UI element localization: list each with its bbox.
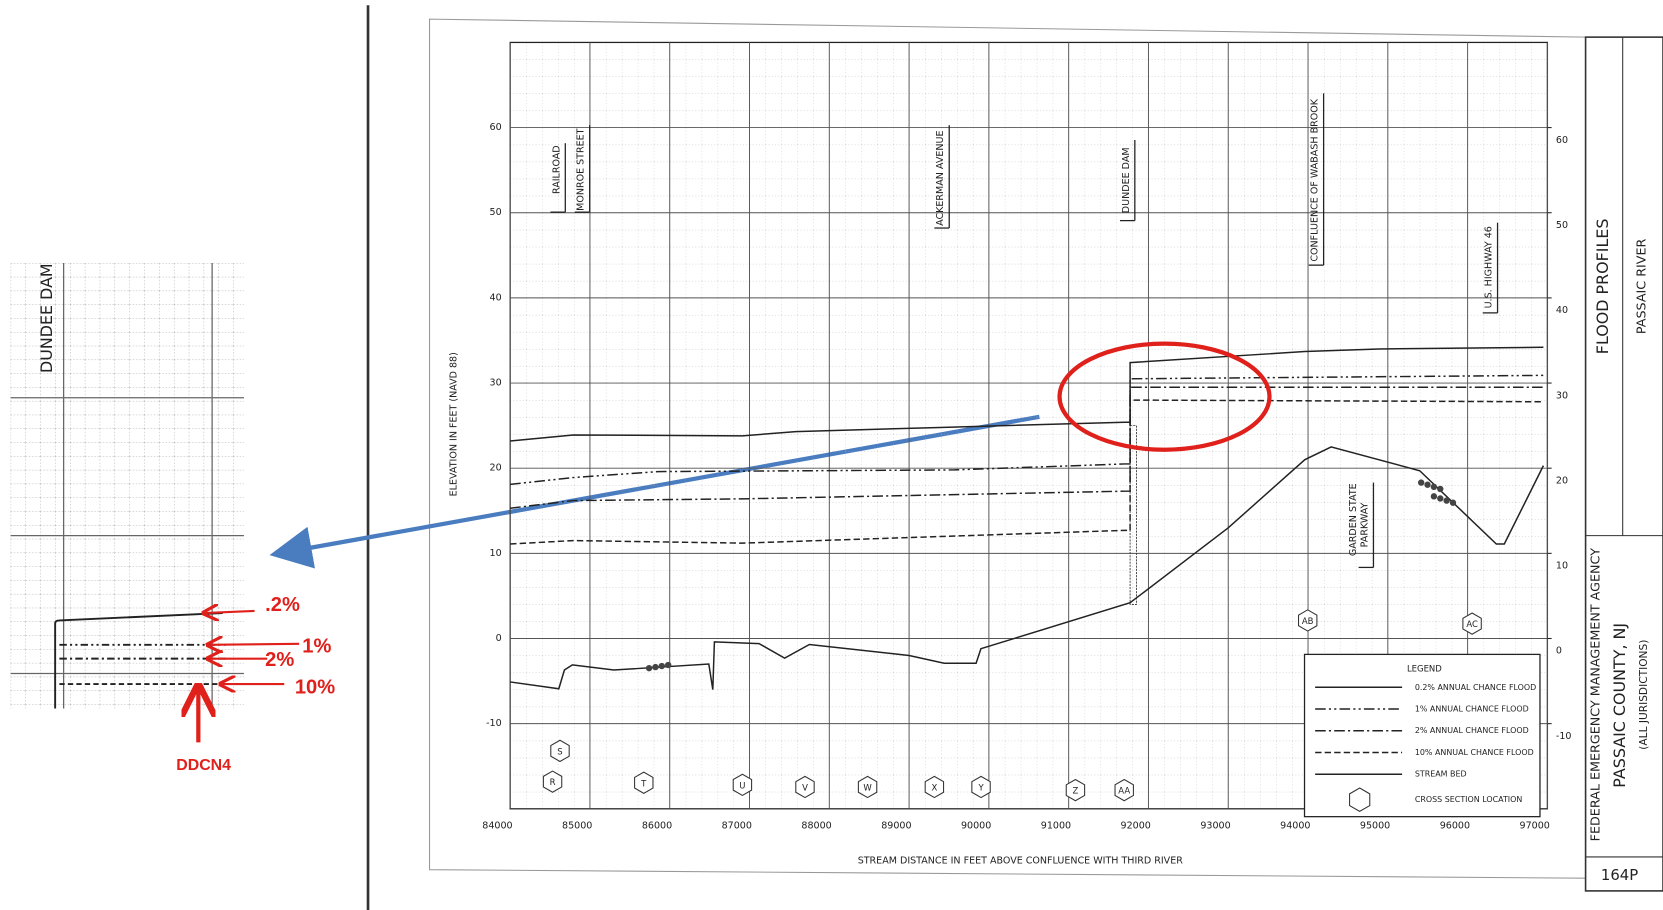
legend-label: 2% ANNUAL CHANCE FLOOD bbox=[1415, 726, 1529, 735]
y-tick-label: -10 bbox=[486, 718, 502, 729]
x-axis-title: STREAM DISTANCE IN FEET ABOVE CONFLUENCE… bbox=[858, 856, 1184, 867]
structure-label: RAILROAD bbox=[551, 145, 562, 194]
x-tick-label: 95000 bbox=[1360, 820, 1390, 831]
stream-bed-symbol bbox=[646, 665, 652, 671]
y-tick-label: 10 bbox=[490, 548, 502, 559]
y-tick-label: 50 bbox=[490, 207, 502, 218]
cross-section-label: Z bbox=[1073, 786, 1079, 796]
legend-label: CROSS SECTION LOCATION bbox=[1415, 795, 1523, 804]
y-tick-label-right: 40 bbox=[1556, 305, 1568, 316]
inset-label: .2% bbox=[265, 594, 300, 616]
x-tick-label: 85000 bbox=[562, 820, 592, 831]
y-tick-label-right: 60 bbox=[1556, 135, 1568, 146]
inset-label: 1% bbox=[302, 635, 331, 657]
structure-label: CONFLUENCE OF WABASH BROOK bbox=[1310, 98, 1321, 261]
x-tick-label: 86000 bbox=[642, 820, 672, 831]
legend-title: LEGEND bbox=[1407, 664, 1442, 674]
inset-label: 2% bbox=[265, 649, 294, 671]
stream-bed-symbol bbox=[1450, 500, 1456, 506]
y-tick-label-right: 20 bbox=[1556, 475, 1568, 486]
stream-bed-symbol bbox=[652, 664, 658, 670]
stream-bed-symbol bbox=[1431, 484, 1437, 490]
block-title: FLOOD PROFILES bbox=[1593, 219, 1612, 355]
block-panel: 164P bbox=[1601, 867, 1638, 884]
block-river: PASSAIC RIVER bbox=[1633, 238, 1648, 334]
x-tick-label: 96000 bbox=[1440, 820, 1470, 831]
stream-bed-symbol bbox=[1418, 479, 1424, 485]
x-tick-label: 92000 bbox=[1121, 820, 1151, 831]
inset-label: 10% bbox=[295, 677, 335, 699]
cross-section-label: U bbox=[739, 780, 745, 790]
block-agency: FEDERAL EMERGENCY MANAGEMENT AGENCY bbox=[1588, 548, 1603, 842]
legend-label: 10% ANNUAL CHANCE FLOOD bbox=[1415, 748, 1534, 757]
y-tick-label-right: 30 bbox=[1556, 390, 1568, 401]
inset: DUNDEE DAM .2% 1% 2% 10% DDCN4 bbox=[11, 263, 336, 774]
y-tick-label: 60 bbox=[490, 122, 502, 133]
x-tick-label: 84000 bbox=[482, 820, 512, 831]
x-tick-label: 89000 bbox=[881, 820, 911, 831]
y-tick-label-right: 10 bbox=[1556, 561, 1568, 572]
cross-section-label: R bbox=[550, 777, 556, 787]
x-tick-label: 90000 bbox=[961, 820, 991, 831]
y-tick-label: 30 bbox=[490, 378, 502, 389]
legend-box bbox=[1305, 654, 1540, 816]
page: DUNDEE DAM .2% 1% 2% 10% DDCN4 FLOOD PRO… bbox=[0, 0, 1663, 910]
cross-section-label: S bbox=[557, 746, 562, 756]
stream-bed-symbol bbox=[1437, 486, 1443, 492]
cross-section-label: W bbox=[863, 783, 872, 793]
cross-section-label: V bbox=[802, 783, 808, 793]
stream-bed-symbol bbox=[1437, 495, 1443, 501]
x-tick-label: 88000 bbox=[801, 820, 831, 831]
cross-section-label: T bbox=[640, 778, 647, 788]
y-tick-label: 40 bbox=[490, 292, 502, 303]
stream-bed-symbol bbox=[665, 662, 671, 668]
x-tick-label: 97000 bbox=[1520, 820, 1550, 831]
block-jurisdictions: (ALL JURISDICTIONS) bbox=[1638, 640, 1650, 750]
structure-label: U.S. HIGHWAY 46 bbox=[1484, 226, 1495, 308]
legend-cross-section bbox=[1350, 788, 1370, 811]
y-tick-label: 20 bbox=[490, 463, 502, 474]
stream-bed-symbol bbox=[659, 663, 665, 669]
x-tick-label: 91000 bbox=[1041, 820, 1071, 831]
cross-section-label: X bbox=[931, 783, 937, 793]
y-tick-label-right: 50 bbox=[1556, 220, 1568, 231]
plot: 84000 85000 86000 87000 88000 89000 90000 91000… bbox=[482, 42, 1571, 831]
stream-bed-symbol bbox=[1424, 482, 1430, 488]
y-tick-label: 0 bbox=[496, 633, 502, 644]
stream-bed-symbol bbox=[1431, 493, 1437, 499]
structure-label: MONROE STREET bbox=[576, 128, 587, 211]
stream-bed-symbol bbox=[1443, 497, 1449, 503]
legend-label: 0.2% ANNUAL CHANCE FLOOD bbox=[1415, 683, 1536, 692]
cross-section-label: Y bbox=[977, 783, 984, 793]
gauge-label: DDCN4 bbox=[176, 757, 231, 774]
structure-label: GARDEN STATE bbox=[1348, 483, 1359, 556]
cross-section-label: AA bbox=[1118, 786, 1130, 796]
legend-label: 1% ANNUAL CHANCE FLOOD bbox=[1415, 705, 1529, 714]
structure-label: PARKWAY bbox=[1359, 502, 1370, 547]
block-county: PASSAIC COUNTY, NJ bbox=[1610, 623, 1629, 788]
legend-label: STREAM BED bbox=[1415, 770, 1467, 779]
y-tick-label-right: -10 bbox=[1556, 731, 1572, 742]
structure-label: ACKERMAN AVENUE bbox=[935, 130, 946, 225]
title-block: FLOOD PROFILES PASSAIC RIVER FEDERAL EME… bbox=[1586, 37, 1663, 891]
y-axis-title: ELEVATION IN FEET (NAVD 88) bbox=[448, 352, 459, 496]
cross-section-label: AC bbox=[1466, 619, 1478, 629]
structure-label: DUNDEE DAM bbox=[1121, 147, 1132, 213]
x-tick-label: 93000 bbox=[1200, 820, 1230, 831]
inset-title: DUNDEE DAM bbox=[37, 263, 56, 373]
x-tick-label: 87000 bbox=[722, 820, 752, 831]
y-tick-label-right: 0 bbox=[1556, 646, 1562, 657]
x-tick-label: 94000 bbox=[1280, 820, 1310, 831]
cross-section-label: AB bbox=[1302, 616, 1314, 626]
